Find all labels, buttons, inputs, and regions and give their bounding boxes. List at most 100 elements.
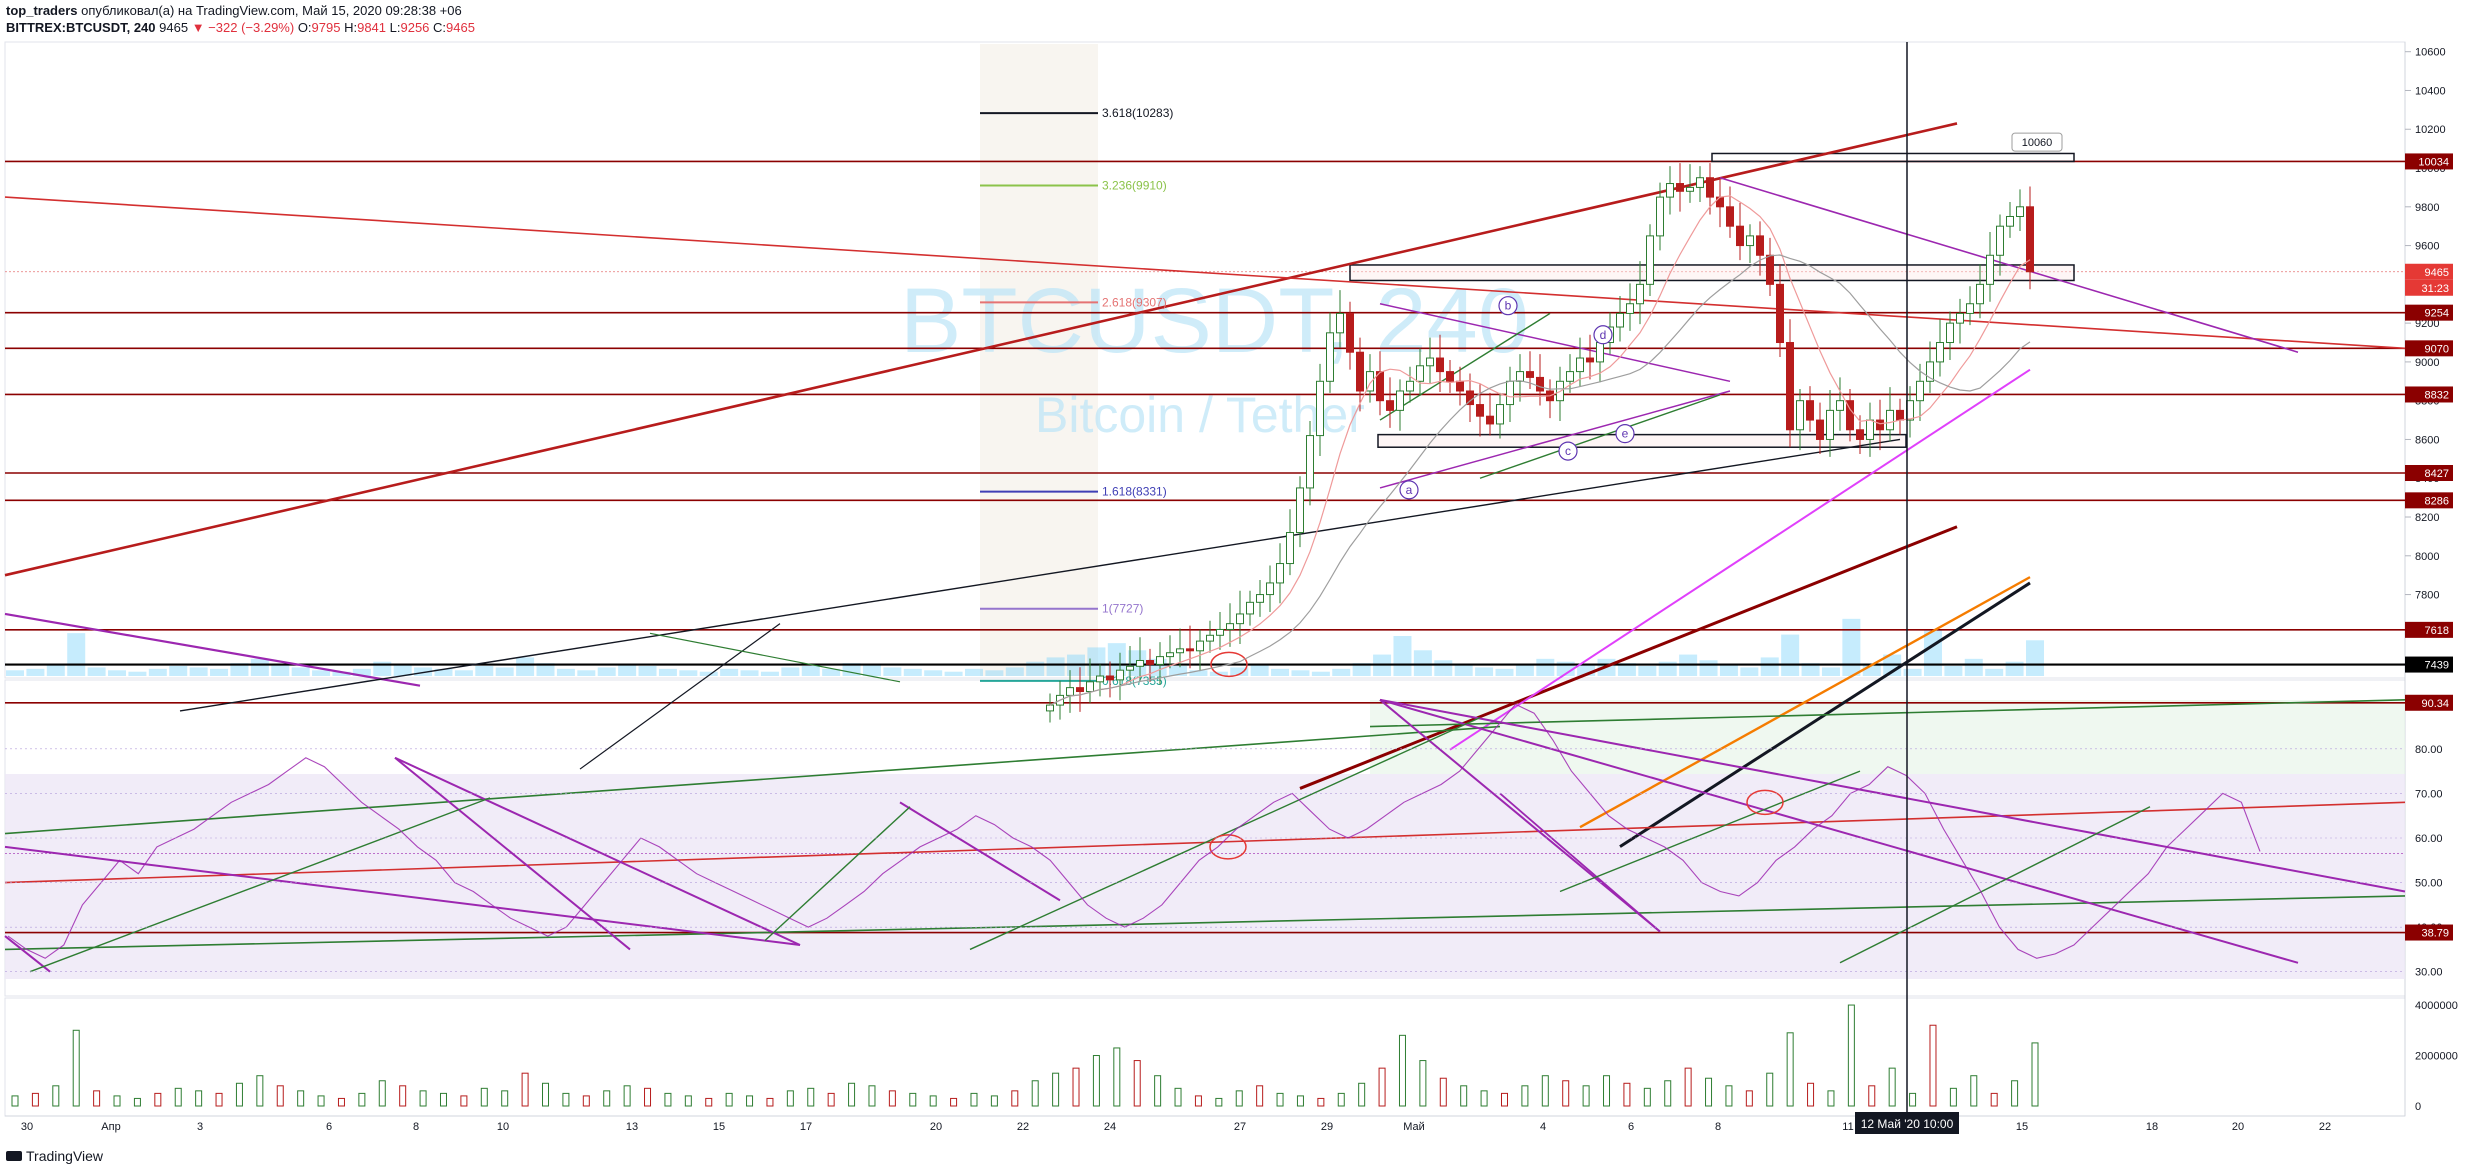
candle-body (1486, 415, 1494, 425)
time-tick-label: 15 (713, 1121, 725, 1133)
trendline (1449, 368, 2031, 751)
volume-bar (623, 1085, 631, 1107)
candle-body (1236, 613, 1244, 625)
candle-body (1306, 435, 1314, 489)
volume-overlay-bar (1475, 667, 1494, 676)
candle-body (2026, 206, 2034, 273)
candle-body (1746, 235, 1754, 247)
volume-bar (1664, 1080, 1672, 1107)
volume-overlay-bar (393, 664, 412, 676)
time-tick-label: 30 (21, 1121, 33, 1133)
supply-zone-box (1349, 264, 2075, 282)
candle-body (1476, 404, 1484, 417)
volume-overlay-bar (271, 664, 290, 676)
candle-body (1386, 400, 1394, 411)
volume-overlay-bar (1699, 660, 1718, 676)
volume-overlay-bar (1413, 650, 1432, 676)
time-tick-label: 27 (1234, 1121, 1246, 1133)
volume-overlay-bar (1005, 667, 1024, 676)
volume-overlay-bar (169, 666, 188, 676)
trendline (1499, 792, 1661, 933)
candle-body (1356, 351, 1364, 392)
trendline (1379, 698, 2299, 964)
volume-bar (1500, 1092, 1508, 1107)
trendline (4, 612, 421, 687)
volume-overlay-bar (148, 668, 167, 676)
candle-body (1996, 225, 2004, 256)
horizontal-levels (5, 152, 2405, 934)
trendline (394, 756, 801, 946)
volume-bar (154, 1092, 162, 1107)
fib-level-label: 1(7727) (1102, 602, 1143, 616)
candle-body (1146, 659, 1154, 665)
volume-bar (113, 1095, 121, 1107)
highlight-circle (1746, 789, 1784, 816)
trendline (649, 632, 901, 683)
volume-overlay-bar (556, 668, 575, 676)
volume-bar (1909, 1092, 1917, 1107)
watermark-name: Bitcoin / Tether (1035, 387, 1365, 443)
volume-overlay-bar (1862, 664, 1881, 676)
level-label-text: 31:23 (2421, 283, 2449, 295)
level-label-text: 10034 (2418, 156, 2449, 168)
candle-body (1706, 177, 1714, 198)
time-tick-label: 20 (2232, 1121, 2244, 1133)
level-label-box (2405, 263, 2453, 280)
callout-box (2011, 132, 2063, 152)
wave-label: d (1600, 328, 1607, 342)
candle-body (1266, 582, 1274, 596)
volume-overlay-bar (679, 670, 698, 676)
demand-zone-box (1377, 433, 1907, 448)
publish-meta: опубликовал(а) на TradingView.com, Май 1… (81, 3, 462, 18)
volume-bar (1460, 1085, 1468, 1107)
price-tick-label: 9200 (2415, 318, 2439, 330)
volume-overlay-bar (1230, 667, 1249, 676)
fib-level-label: 3.236(9910) (1102, 178, 1167, 192)
level-label-text: 8427 (2425, 468, 2449, 480)
volume-overlay-bar (516, 657, 535, 676)
volume-bar (1215, 1097, 1223, 1107)
volume-overlay-bar (597, 667, 616, 676)
candle-body (1766, 254, 1774, 285)
candle-body (1286, 532, 1294, 565)
volume-overlay-bar (1454, 664, 1473, 676)
candle-body (1226, 623, 1234, 630)
candle-body (2006, 215, 2014, 227)
trendline (969, 717, 1481, 951)
candle-body (1936, 342, 1944, 363)
volume-overlay-bar (352, 668, 371, 676)
time-tick-label: 29 (1321, 1121, 1333, 1133)
rsi-tick-label: 50.00 (2415, 878, 2443, 890)
volume-bar (868, 1085, 876, 1107)
volume-bar (725, 1092, 733, 1107)
level-label-box (2405, 465, 2453, 482)
trendline (4, 845, 801, 946)
moving-average-line (1049, 254, 2031, 706)
volume-bar (1113, 1047, 1121, 1107)
volume-overlay-bar (1046, 657, 1065, 676)
volume-bar (1337, 1092, 1345, 1107)
volume-bar (1888, 1067, 1896, 1107)
volume-bar (1541, 1075, 1549, 1107)
volume-bar (2011, 1080, 2019, 1107)
candles (1046, 163, 2034, 723)
candle-body (1276, 563, 1284, 584)
candle-body (1786, 342, 1794, 431)
wave-label-circle (1558, 441, 1578, 461)
candle-body (1896, 409, 1904, 421)
candle-body (1756, 235, 1764, 256)
price-change: ▼ −322 (−3.29%) (191, 20, 295, 35)
time-tick-label: 18 (2146, 1121, 2158, 1133)
candle-body (1646, 235, 1654, 285)
rsi-level-label-box (2405, 924, 2453, 941)
volume-bar (1378, 1067, 1386, 1107)
time-tick-label: 13 (626, 1121, 638, 1133)
wave-label-circle (1615, 424, 1635, 444)
price-pane[interactable] (4, 41, 2406, 679)
trendline (1579, 576, 2031, 829)
time-tick-label: 4 (1540, 1121, 1546, 1133)
level-label-box (2405, 492, 2453, 509)
level-label-text: 8832 (2425, 389, 2449, 401)
close-value: 9465 (446, 20, 475, 35)
